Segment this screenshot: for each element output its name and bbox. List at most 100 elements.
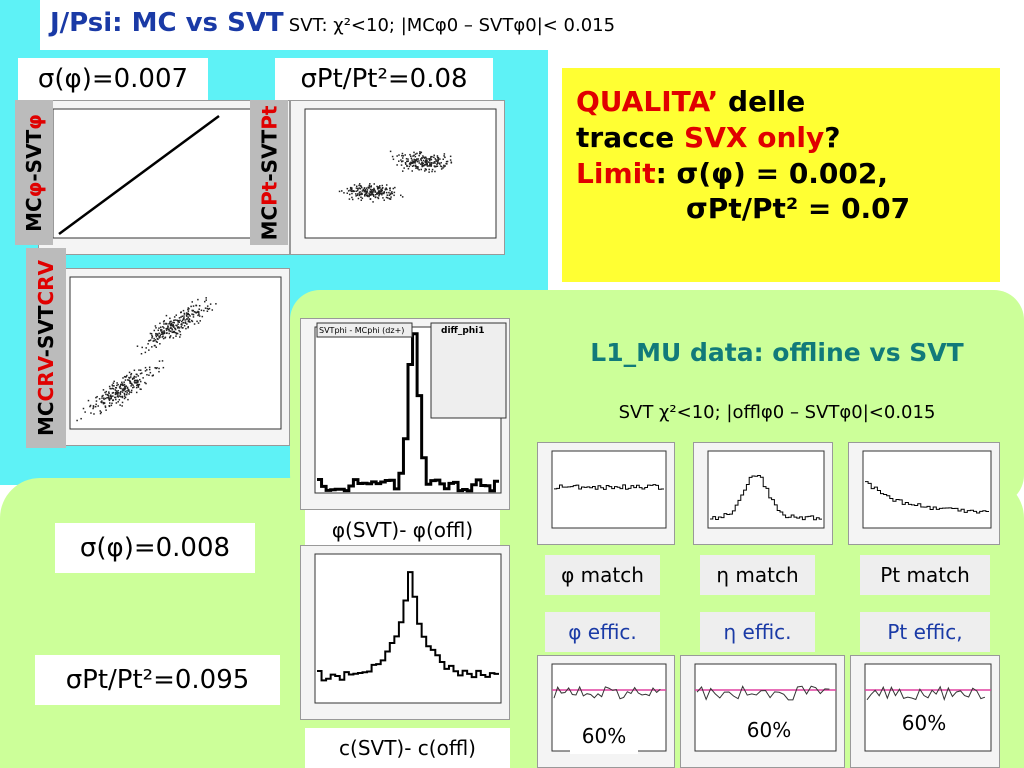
plot-decoration: [162, 366, 165, 369]
plot-decoration: [148, 368, 151, 371]
plot-decoration: [363, 194, 366, 196]
plot-decoration: [156, 333, 158, 335]
text: -SVT: [34, 305, 58, 358]
plot-decoration: [101, 395, 103, 398]
plot-decoration: [442, 167, 444, 169]
text: φ: [22, 113, 47, 130]
text: QUALITA’: [576, 85, 719, 118]
plot-decoration: [424, 160, 427, 162]
plot-decoration: [361, 197, 364, 200]
plot-decoration: [198, 304, 201, 307]
plot-decoration: [206, 310, 209, 312]
plot-decoration: [422, 159, 425, 162]
plot-decoration: [421, 162, 423, 165]
plot-decoration: [365, 190, 367, 193]
plot-decoration: [192, 309, 195, 312]
plot-decoration: [108, 385, 111, 388]
plot-decoration: [388, 191, 390, 194]
plot-decoration: [171, 331, 174, 334]
plot-decoration: [366, 191, 368, 194]
plot-decoration: [186, 317, 188, 320]
plot-decoration: [136, 383, 139, 386]
plot-decoration: [429, 163, 431, 165]
plot-decoration: [113, 380, 115, 383]
plot-decoration: [151, 346, 153, 348]
plot-decoration: [392, 187, 395, 190]
plot-decoration: [389, 198, 391, 200]
plot-decoration: [443, 153, 446, 155]
plot-decoration: [133, 369, 136, 372]
plot-decoration: [136, 379, 138, 382]
plot-decoration: [170, 322, 173, 325]
plot-decoration: [122, 388, 124, 390]
plot-decoration: [177, 323, 179, 325]
plot-decoration: [121, 396, 124, 399]
title-bar: J/Psi: MC vs SVT SVT: χ²<10; |MCφ0 – SVT…: [40, 0, 795, 50]
plot-decoration: [389, 187, 391, 190]
plot-decoration: [407, 160, 410, 162]
plot-decoration: [401, 196, 404, 198]
section-title: L1_MU data: offline vs SVT: [590, 338, 964, 367]
plot-decoration: [394, 186, 396, 189]
plot-decoration: [123, 383, 126, 386]
plot-decoration: [119, 392, 121, 394]
plot-decoration: [136, 345, 139, 347]
plot-decoration: [177, 326, 180, 329]
plot-decoration: [206, 305, 209, 307]
plot-decoration: [115, 387, 118, 389]
plot-decoration: [137, 375, 140, 377]
plot-decoration: [365, 194, 368, 197]
plot-decoration: [186, 313, 188, 315]
plot-decoration: [346, 187, 349, 190]
plot-decoration: [159, 326, 162, 328]
plot-decoration: [197, 322, 200, 324]
plot-decoration: [421, 161, 423, 163]
plot-decoration: [179, 333, 182, 336]
text: tracce: [576, 120, 675, 154]
plot-decoration: [423, 156, 425, 159]
plot-decoration: [373, 183, 375, 185]
plot-decoration: [163, 323, 165, 325]
plot-decoration: [400, 164, 403, 166]
plot-decoration: [182, 326, 184, 329]
text: -SVT: [257, 129, 282, 182]
plot-decoration: [316, 322, 413, 338]
plot-decoration: [204, 300, 206, 303]
plot-decoration: [140, 388, 142, 391]
plot-decoration: [198, 308, 200, 310]
plot-decoration: [433, 154, 435, 157]
plot-decoration: [133, 379, 136, 382]
plot-decoration: [398, 154, 400, 156]
plot-decoration: [107, 395, 110, 397]
plot-decoration: [380, 189, 383, 191]
plot-decoration: [205, 297, 207, 299]
axis-label-box: MCPt-SVTPt: [250, 100, 288, 245]
plot-decoration: [406, 164, 408, 167]
plot-decoration: [162, 333, 165, 335]
plot-decoration: [377, 196, 379, 199]
plot-decoration: [317, 332, 499, 493]
plot-decoration: [114, 396, 116, 399]
plot-decoration: [400, 194, 402, 197]
plot-decoration: [362, 188, 365, 191]
plot-decoration: [160, 329, 162, 332]
plot-decoration: [551, 450, 667, 529]
plot-decoration: [125, 385, 128, 387]
plot-decoration: [69, 276, 282, 430]
plot-decoration: [195, 312, 197, 314]
plot-decoration: [130, 376, 132, 378]
quality-box: QUALITA’ delle tracce SVX only? Limit: σ…: [562, 68, 1000, 282]
plot-decoration: [151, 335, 154, 338]
plot-decoration: [99, 410, 101, 412]
plot-decoration: [420, 151, 423, 154]
plot-decoration: [198, 313, 200, 316]
plot-decoration: [182, 322, 185, 324]
plot-decoration: [131, 377, 134, 380]
plot-decoration: [186, 323, 188, 325]
plot-decoration: [182, 309, 185, 312]
plot-decoration: [125, 393, 128, 396]
plot-decoration: [404, 154, 406, 156]
plot-decoration: [371, 188, 374, 191]
histogram: [848, 442, 1000, 545]
